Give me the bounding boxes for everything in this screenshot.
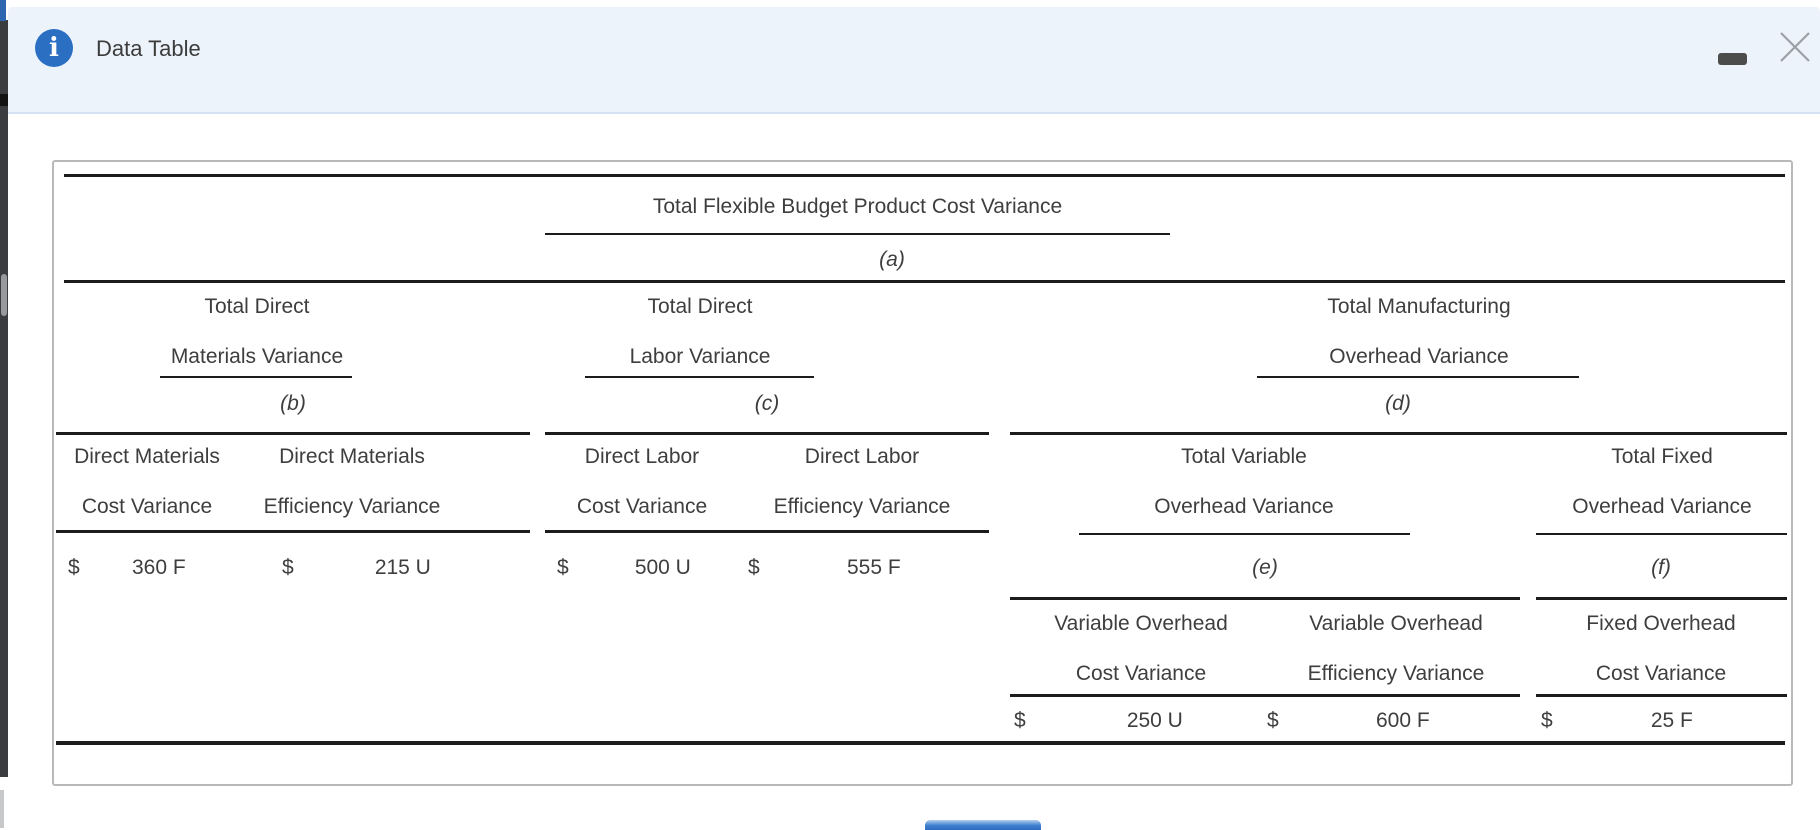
col-dl-cost-line1: Direct Labor [584,445,700,468]
col-dm-eff-line1: Direct Materials [279,445,425,468]
group-manufacturing-line1: Total Manufacturing [1327,295,1511,318]
minimize-icon [1718,53,1747,65]
group-labor-line2: Labor Variance [629,345,771,368]
divider-fixed-column [1536,694,1787,697]
underline-manufacturing [1257,376,1579,378]
col-total-fixed-line1: Total Fixed [1611,445,1713,468]
tag-f: (f) [1651,556,1671,579]
table-title: Total Flexible Budget Product Cost Varia… [652,195,1063,218]
col-foh-cost-line1: Fixed Overhead [1586,612,1736,635]
group-manufacturing-line2: Overhead Variance [1329,345,1509,368]
tag-c: (c) [754,392,780,415]
underline-labor [585,376,814,378]
page-edge-strip [0,20,8,777]
scrollbar-thumb[interactable] [1,274,7,316]
divider-variable-columns [1010,694,1520,697]
divider-section-c [545,432,989,435]
col-dm-cost-line2: Cost Variance [81,495,213,518]
divider-section-b [56,432,530,435]
currency-symbol: $ [1541,709,1553,732]
currency-symbol: $ [1267,709,1279,732]
page-edge-accent [0,0,6,21]
col-dl-eff-line2: Efficiency Variance [773,495,951,518]
col-dm-cost-line1: Direct Materials [74,445,220,468]
underline-materials [160,376,352,378]
group-materials-line1: Total Direct [204,295,310,318]
dialog-title: Data Table [96,36,201,61]
amount: 250 U [1126,709,1183,732]
amount: 500 U [634,556,691,579]
currency-symbol: $ [1014,709,1026,732]
col-voh-cost-line2: Cost Variance [1075,662,1207,685]
currency-symbol: $ [68,556,80,579]
divider-b-columns [56,530,530,533]
amount: 555 F [846,556,901,579]
amount: 25 F [1650,709,1693,732]
minimize-button[interactable] [1706,40,1758,76]
divider-under-e [1010,597,1520,600]
info-icon: i [35,29,73,67]
underline-variable-overhead [1079,533,1410,535]
dialog-header: i Data Table [8,7,1820,114]
divider-top [64,174,1785,177]
close-button[interactable] [1770,22,1820,72]
divider-under-f [1536,597,1787,600]
value-voh-cost: $ 250 U [1014,707,1284,735]
dialog-action-button-partial[interactable] [925,820,1041,830]
col-voh-eff-line1: Variable Overhead [1309,612,1483,635]
value-dm-eff: $ 215 U [282,554,512,582]
page-edge-notch [0,94,8,106]
currency-symbol: $ [557,556,569,579]
value-foh-cost: $ 25 F [1541,707,1791,735]
underline-title [545,233,1170,235]
group-materials-line2: Materials Variance [170,345,344,368]
data-table-panel: Total Flexible Budget Product Cost Varia… [52,160,1793,786]
currency-symbol: $ [748,556,760,579]
col-voh-cost-line1: Variable Overhead [1054,612,1228,635]
col-foh-cost-line2: Cost Variance [1595,662,1727,685]
col-dl-eff-line1: Direct Labor [804,445,920,468]
divider-bottom [56,741,1785,745]
underline-fixed-overhead [1536,533,1787,535]
close-icon [1780,32,1810,62]
amount: 360 F [131,556,186,579]
tag-b: (b) [280,392,306,415]
col-total-variable-line1: Total Variable [1181,445,1307,468]
value-dl-eff: $ 555 F [748,554,988,582]
divider-section-d [1010,432,1787,435]
value-voh-eff: $ 600 F [1267,707,1527,735]
col-dl-cost-line2: Cost Variance [576,495,708,518]
tag-a: (a) [879,248,905,271]
currency-symbol: $ [282,556,294,579]
col-dm-eff-line2: Efficiency Variance [263,495,441,518]
amount: 600 F [1375,709,1430,732]
tag-e: (e) [1252,556,1278,579]
col-total-fixed-line2: Overhead Variance [1572,495,1752,518]
divider-c-columns [545,530,989,533]
value-dm-cost: $ 360 F [68,554,238,582]
col-voh-eff-line2: Efficiency Variance [1307,662,1485,685]
amount: 215 U [374,556,431,579]
page-edge-stub [0,790,4,828]
col-total-variable-line2: Overhead Variance [1154,495,1334,518]
group-labor-line1: Total Direct [647,295,753,318]
value-dl-cost: $ 500 U [557,554,757,582]
tag-d: (d) [1385,392,1411,415]
divider-under-a [64,280,1785,283]
